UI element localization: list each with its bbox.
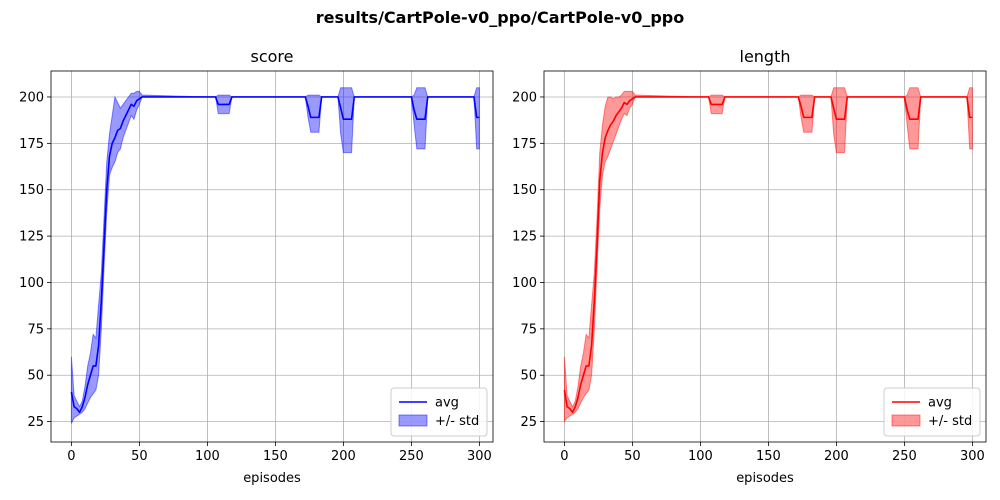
legend-box: [390, 387, 488, 437]
y-tick-label: 175: [512, 137, 537, 152]
axes-title: score: [251, 47, 294, 66]
legend: avg +/- std: [390, 387, 488, 437]
axes-frame: [543, 70, 987, 443]
x-tick-label: 300: [960, 449, 985, 464]
x-tick-label: 50: [131, 449, 148, 464]
y-tick-label: 50: [520, 369, 537, 384]
legend-band-swatch: [891, 414, 921, 427]
legend-label-std: +/- std: [435, 414, 479, 429]
legend-band-swatch: [398, 414, 428, 427]
y-tick-label: 75: [520, 322, 537, 337]
y-tick-label: 100: [19, 276, 44, 291]
y-tick-label: 200: [512, 90, 537, 105]
y-tick-label: 75: [27, 322, 44, 337]
x-tick-label: 250: [399, 449, 424, 464]
y-tick-label: 125: [19, 230, 44, 245]
x-tick-label: 0: [560, 449, 568, 464]
axes-title: length: [740, 47, 791, 66]
legend-label-std: +/- std: [928, 414, 972, 429]
chart-panel-score: 0 50 100 150 200 250 300 25 50 75 100 125 150 175 200 s…: [19, 47, 494, 486]
avg-line: [70, 96, 480, 414]
x-tick-label: 50: [624, 449, 641, 464]
std-band: [563, 87, 973, 424]
y-tick-label: 25: [520, 415, 537, 430]
y-tick-label: 200: [19, 90, 44, 105]
y-tick-label: 25: [27, 415, 44, 430]
legend-label-avg: avg: [435, 396, 459, 411]
x-tick-label: 0: [67, 449, 75, 464]
x-tick-label: 100: [688, 449, 713, 464]
x-tick-label: 150: [263, 449, 288, 464]
y-tick-label: 50: [27, 369, 44, 384]
y-tick-label: 150: [19, 183, 44, 198]
x-tick-label: 200: [331, 449, 356, 464]
legend-label-avg: avg: [928, 396, 952, 411]
x-tick-label: 200: [824, 449, 849, 464]
y-tick-label: 175: [19, 137, 44, 152]
x-tick-label: 150: [756, 449, 781, 464]
figure-title: results/CartPole-v0_ppo/CartPole-v0_ppo: [315, 8, 685, 27]
std-band: [70, 87, 480, 424]
axes-frame: [50, 70, 494, 443]
y-tick-label: 150: [512, 183, 537, 198]
x-tick-label: 100: [195, 449, 220, 464]
legend: avg +/- std: [883, 387, 981, 437]
x-axis-label: episodes: [736, 471, 794, 486]
legend-box: [883, 387, 981, 437]
y-tick-label: 100: [512, 276, 537, 291]
x-tick-label: 250: [892, 449, 917, 464]
avg-line: [563, 96, 973, 414]
y-tick-label: 125: [512, 230, 537, 245]
x-tick-label: 300: [467, 449, 492, 464]
x-axis-label: episodes: [243, 471, 301, 486]
chart-panel-length: 0 50 100 150 200 250 300 25 50 75 100 125 150 175 200 l…: [512, 47, 987, 486]
